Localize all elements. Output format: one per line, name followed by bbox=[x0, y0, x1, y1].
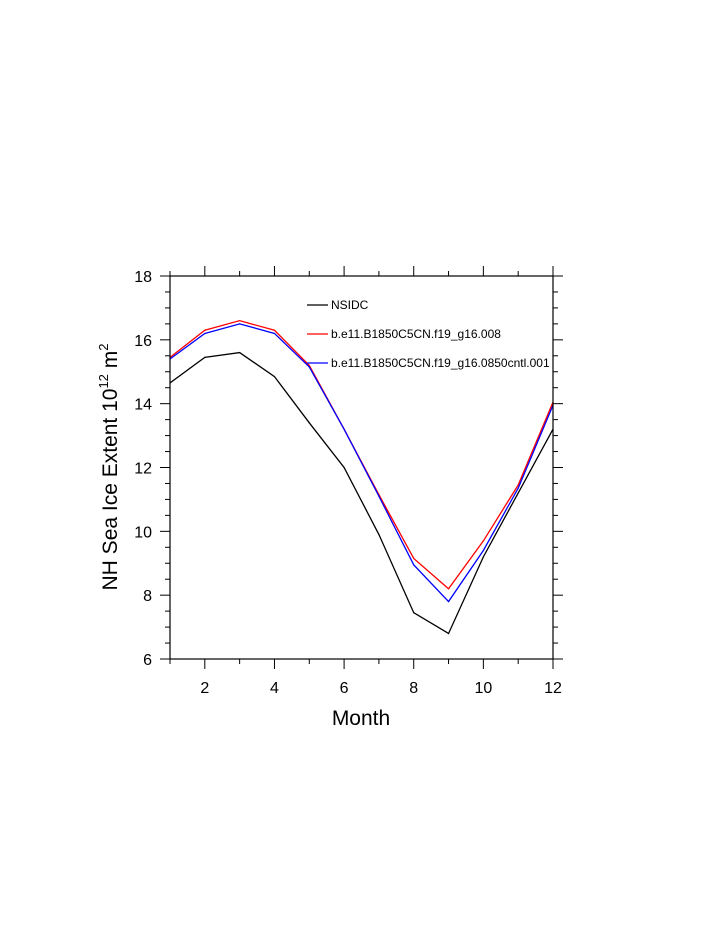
y-tick-label: 6 bbox=[143, 652, 152, 669]
x-tick-label: 8 bbox=[409, 680, 418, 697]
data-point bbox=[378, 533, 380, 536]
data-point bbox=[204, 332, 206, 335]
x-tick-label: 12 bbox=[544, 680, 562, 697]
y-tick-label: 8 bbox=[143, 588, 152, 605]
data-point bbox=[517, 487, 519, 489]
data-point bbox=[308, 366, 310, 368]
data-point bbox=[413, 557, 415, 560]
x-tick-label: 6 bbox=[340, 680, 349, 697]
data-point bbox=[343, 466, 345, 469]
x-axis-title: Month bbox=[332, 707, 390, 730]
legend-item: b.e11.B1850C5CN.f19_g16.0850cntl.001 bbox=[307, 356, 550, 370]
y-tick-label: 14 bbox=[134, 397, 152, 414]
data-point bbox=[239, 320, 241, 322]
data-point bbox=[239, 323, 241, 325]
y-axis-title-unit: m bbox=[99, 351, 122, 374]
x-tick-label: 2 bbox=[200, 680, 209, 697]
data-point bbox=[343, 428, 345, 430]
data-point bbox=[308, 422, 310, 424]
x-tick-label: 10 bbox=[474, 680, 492, 697]
data-point bbox=[273, 329, 276, 331]
tick-labels: 2 4 6 8 10 12 6 8 10 12 14 16 18 bbox=[134, 269, 562, 697]
data-point bbox=[482, 549, 484, 552]
data-point bbox=[482, 556, 484, 558]
axis-ticks bbox=[160, 266, 563, 669]
legend-item: NSIDC bbox=[307, 298, 369, 312]
x-tick-label: 4 bbox=[270, 680, 279, 697]
y-axis-title-unit-exponent: 2 bbox=[96, 344, 111, 351]
series-1 bbox=[169, 351, 554, 635]
data-point bbox=[273, 332, 276, 335]
series-3 bbox=[169, 323, 554, 603]
legend-label: b.e11.B1850C5CN.f19_g16.008 bbox=[331, 327, 501, 341]
y-axis-title-main: NH Sea Ice Extent 10 bbox=[99, 389, 122, 591]
y-tick-label: 16 bbox=[134, 333, 152, 350]
legend-label: b.e11.B1850C5CN.f19_g16.0850cntl.001 bbox=[331, 356, 550, 370]
y-tick-label: 18 bbox=[134, 269, 152, 286]
y-axis-title-exponent: 12 bbox=[96, 374, 111, 388]
data-point bbox=[482, 540, 484, 542]
y-tick-label: 12 bbox=[134, 461, 152, 478]
data-point bbox=[447, 600, 450, 603]
y-axis-title: NH Sea Ice Extent 1012 m2 bbox=[96, 344, 122, 591]
data-point bbox=[204, 329, 206, 331]
data-point bbox=[517, 492, 519, 494]
legend-label: NSIDC bbox=[331, 298, 369, 312]
data-point bbox=[204, 356, 206, 358]
data-point bbox=[413, 612, 415, 614]
legend-item: b.e11.B1850C5CN.f19_g16.008 bbox=[307, 327, 501, 341]
y-tick-label: 10 bbox=[134, 524, 152, 541]
data-point bbox=[308, 364, 310, 366]
data-point bbox=[413, 564, 415, 566]
series-line bbox=[169, 351, 554, 635]
data-point bbox=[239, 352, 241, 354]
data-point bbox=[517, 484, 519, 486]
legend: NSIDC b.e11.B1850C5CN.f19_g16.008 b.e11.B1… bbox=[307, 298, 550, 370]
data-point bbox=[447, 632, 450, 635]
plot-frame bbox=[169, 275, 554, 660]
series-line bbox=[169, 323, 554, 603]
series-layer bbox=[169, 320, 554, 635]
data-point bbox=[273, 375, 276, 378]
data-point bbox=[447, 588, 450, 590]
data-point bbox=[378, 495, 380, 497]
